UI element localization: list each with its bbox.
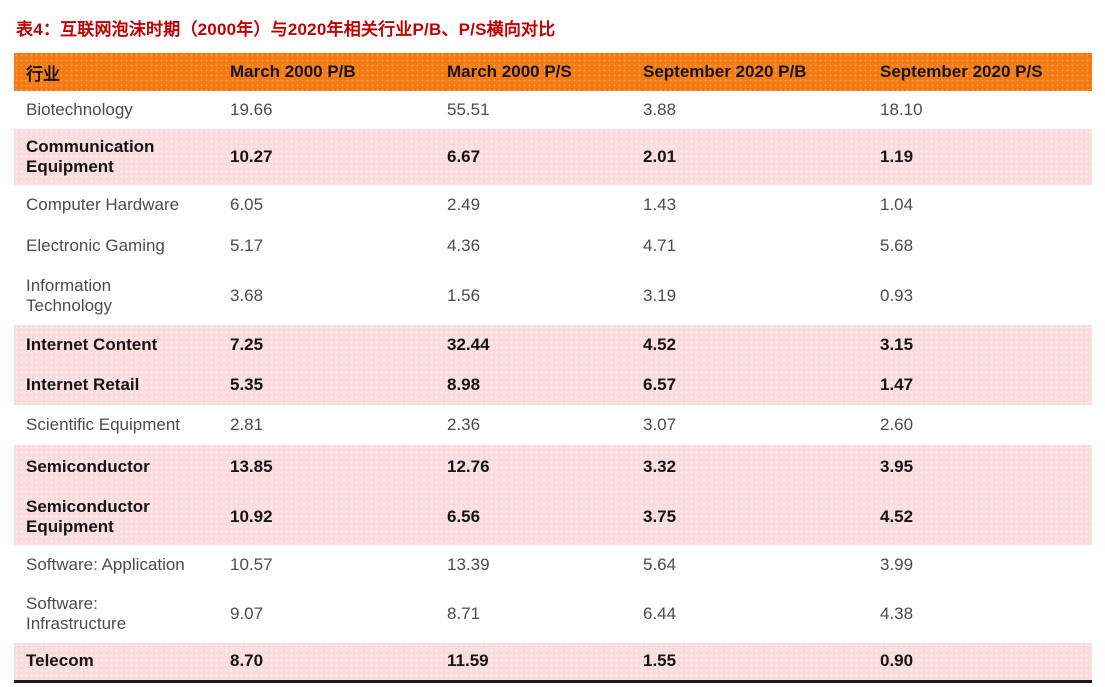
value-cell: 3.95 [880, 457, 914, 476]
industry-cell: Semiconductor Equipment [26, 496, 150, 536]
value-cell: 3.68 [230, 286, 264, 305]
value-cell: 2.81 [230, 415, 264, 434]
industry-cell: Internet Retail [26, 374, 140, 394]
table-title: 表4：互联网泡沫时期（2000年）与2020年相关行业P/B、P/S横向对比 [16, 20, 556, 39]
industry-cell: Information Technology [26, 275, 113, 315]
value-cell: 6.57 [643, 375, 677, 394]
industry-cell: Scientific Equipment [26, 414, 181, 434]
table-row: Internet Content 7.25 32.44 4.52 3.15 [14, 325, 1092, 365]
table-row: Software: Infrastructure 9.07 8.71 6.44 … [14, 585, 1092, 643]
value-cell: 6.67 [447, 147, 481, 166]
value-cell: 1.19 [880, 147, 914, 166]
value-cell: 2.36 [447, 415, 481, 434]
value-cell: 4.52 [643, 335, 677, 354]
value-cell: 10.27 [230, 147, 273, 166]
value-cell: 3.07 [643, 415, 677, 434]
table-row: Communication Equipment 10.27 6.67 2.01 … [14, 129, 1092, 185]
value-cell: 8.98 [447, 375, 481, 394]
column-header-march-2000-pb: March 2000 P/B [230, 53, 447, 91]
value-cell: 3.19 [643, 286, 677, 305]
industry-cell: Internet Content [26, 334, 158, 354]
value-cell: 2.01 [643, 147, 677, 166]
value-cell: 10.92 [230, 507, 273, 526]
value-cell: 3.75 [643, 507, 677, 526]
industry-cell: Software: Infrastructure [26, 593, 127, 633]
value-cell: 5.68 [880, 236, 914, 255]
value-cell: 1.55 [643, 651, 677, 671]
value-cell: 0.93 [880, 286, 914, 305]
value-cell: 13.85 [230, 457, 273, 476]
value-cell: 32.44 [447, 335, 490, 354]
value-cell: 4.36 [447, 236, 481, 255]
header-row: 行业 March 2000 P/B March 2000 P/S Septemb… [14, 53, 1092, 91]
value-cell: 4.52 [880, 507, 914, 526]
value-cell: 5.35 [230, 375, 264, 394]
value-cell: 3.15 [880, 335, 914, 354]
column-header-industry: 行业 [14, 53, 230, 91]
column-header-march-2000-ps: March 2000 P/S [447, 53, 643, 91]
table-row: Telecom 8.70 11.59 1.55 0.90 [14, 643, 1092, 681]
table-row: Semiconductor 13.85 12.76 3.32 3.95 [14, 445, 1092, 489]
industry-cell: Computer Hardware [26, 194, 180, 214]
value-cell: 19.66 [230, 100, 273, 119]
value-cell: 0.90 [880, 651, 914, 671]
value-cell: 6.05 [230, 195, 264, 214]
value-cell: 8.70 [230, 651, 264, 671]
value-cell: 1.04 [880, 195, 914, 214]
industry-cell: Telecom [26, 651, 94, 671]
column-header-september-2020-ps: September 2020 P/S [880, 53, 1092, 91]
table-row: Information Technology 3.68 1.56 3.19 0.… [14, 267, 1092, 325]
value-cell: 4.71 [643, 236, 677, 255]
table-row: Biotechnology 19.66 55.51 3.88 18.10 [14, 91, 1092, 129]
table-row: Software: Application 10.57 13.39 5.64 3… [14, 545, 1092, 585]
pb-ps-comparison-table: 行业 March 2000 P/B March 2000 P/S Septemb… [14, 53, 1092, 683]
value-cell: 2.49 [447, 195, 481, 214]
value-cell: 8.71 [447, 604, 481, 623]
industry-cell: Communication Equipment [26, 136, 155, 176]
value-cell: 12.76 [447, 457, 490, 476]
industry-cell: Biotechnology [26, 99, 133, 119]
industry-cell: Semiconductor [26, 456, 150, 476]
value-cell: 1.43 [643, 195, 677, 214]
value-cell: 5.64 [643, 555, 677, 574]
value-cell: 3.32 [643, 457, 677, 476]
value-cell: 55.51 [447, 100, 490, 119]
value-cell: 3.99 [880, 555, 914, 574]
value-cell: 6.56 [447, 507, 481, 526]
value-cell: 2.60 [880, 415, 914, 434]
table-row: Internet Retail 5.35 8.98 6.57 1.47 [14, 365, 1092, 405]
table-row: Computer Hardware 6.05 2.49 1.43 1.04 [14, 185, 1092, 225]
industry-cell: Software: Application [26, 554, 185, 574]
value-cell: 10.57 [230, 555, 273, 574]
table-row: Electronic Gaming 5.17 4.36 4.71 5.68 [14, 225, 1092, 267]
value-cell: 1.47 [880, 375, 914, 394]
value-cell: 5.17 [230, 236, 264, 255]
value-cell: 7.25 [230, 335, 264, 354]
value-cell: 18.10 [880, 100, 923, 119]
column-header-september-2020-pb: September 2020 P/B [643, 53, 880, 91]
table-header: 行业 March 2000 P/B March 2000 P/S Septemb… [14, 53, 1092, 91]
table-row: Scientific Equipment 2.81 2.36 3.07 2.60 [14, 405, 1092, 445]
table-body: Biotechnology 19.66 55.51 3.88 18.10 Com… [14, 91, 1092, 681]
value-cell: 6.44 [643, 604, 677, 623]
value-cell: 3.88 [643, 100, 677, 119]
value-cell: 9.07 [230, 604, 264, 623]
value-cell: 13.39 [447, 555, 490, 574]
industry-cell: Electronic Gaming [26, 235, 165, 255]
value-cell: 4.38 [880, 604, 914, 623]
table-row: Semiconductor Equipment 10.92 6.56 3.75 … [14, 489, 1092, 545]
value-cell: 1.56 [447, 286, 481, 305]
value-cell: 11.59 [447, 651, 489, 671]
